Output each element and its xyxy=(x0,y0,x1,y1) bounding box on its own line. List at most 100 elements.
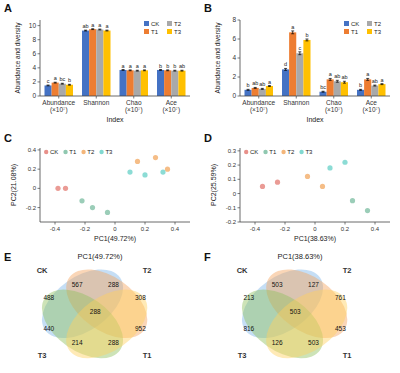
y-tick-label: 6 xyxy=(32,50,36,57)
error-bar xyxy=(343,81,346,83)
text-line: (×10⁷) xyxy=(362,106,380,114)
x-tick-label: -0.4 xyxy=(250,226,261,232)
legend-label: CK xyxy=(351,21,359,27)
legend-label: T3 xyxy=(174,29,182,35)
bar xyxy=(334,81,341,96)
text-line: Ace xyxy=(166,99,178,106)
bar xyxy=(296,53,303,96)
error-bar xyxy=(254,87,257,89)
error-bar xyxy=(61,83,64,85)
error-bar-stem xyxy=(55,82,56,84)
error-bar-stem xyxy=(306,39,307,41)
legend-swatch xyxy=(144,21,149,26)
x-axis-line xyxy=(240,96,390,97)
error-bar-cap xyxy=(359,89,362,90)
error-bar-cap xyxy=(159,70,162,71)
venn-count: 453 xyxy=(335,325,346,332)
error-bar xyxy=(129,69,132,71)
venn-count: 816 xyxy=(243,325,254,332)
y-tick-label: 0.2 xyxy=(28,166,37,172)
bar xyxy=(127,70,134,96)
legend-marker xyxy=(44,150,48,154)
bar xyxy=(266,86,273,96)
significance-label: d xyxy=(284,61,287,67)
error-bar-stem xyxy=(367,78,368,80)
x-axis-label: Index xyxy=(306,116,324,123)
panel: D-0.2-0.100.10.20.3-0.4-0.200.20.4PC1(38… xyxy=(204,132,390,243)
error-bar-cap xyxy=(166,69,169,70)
legend-item: CK xyxy=(44,149,58,155)
error-bar-stem xyxy=(330,78,331,80)
error-bar xyxy=(247,89,250,91)
error-bar-cap xyxy=(268,86,271,87)
error-bar-cap xyxy=(366,80,369,81)
error-bar-stem xyxy=(255,87,256,89)
error-bar-cap xyxy=(329,80,332,81)
legend-swatch xyxy=(167,21,172,26)
scatter-point xyxy=(260,184,265,189)
error-bar-stem xyxy=(69,84,70,86)
error-bar-cap xyxy=(366,78,369,79)
venn-count: 126 xyxy=(272,339,283,346)
error-bar-cap xyxy=(291,30,294,31)
venn-count: 308 xyxy=(135,294,146,301)
significance-label: a xyxy=(366,71,370,77)
y-axis-label: Abundance and diversity xyxy=(14,22,22,94)
error-bar xyxy=(166,69,169,71)
error-bar-stem xyxy=(106,30,107,32)
y-tick-label: 8 xyxy=(232,16,236,23)
legend: CKT1T2T3 xyxy=(344,21,382,35)
error-bar-stem xyxy=(285,68,286,70)
error-bar xyxy=(136,70,139,72)
bar xyxy=(120,70,127,96)
significance-label: a xyxy=(91,22,95,28)
venn-count: 503 xyxy=(272,281,283,288)
bar xyxy=(252,88,259,96)
points xyxy=(260,160,370,214)
scatter-point xyxy=(350,198,355,203)
error-bar-stem xyxy=(323,91,324,93)
bar xyxy=(327,79,334,96)
bar xyxy=(364,79,371,96)
bar xyxy=(96,30,103,97)
venn-count: 503 xyxy=(308,339,319,346)
bar xyxy=(371,86,378,96)
significance-label: a xyxy=(98,22,102,28)
venn-count: 288 xyxy=(108,339,119,346)
error-bar xyxy=(47,85,50,87)
error-bar-cap xyxy=(129,70,132,71)
legend-marker xyxy=(281,150,285,154)
legend-marker xyxy=(99,150,103,154)
error-bar-stem xyxy=(360,89,361,91)
y-tick-label: 0 xyxy=(32,92,36,99)
error-bar-cap xyxy=(84,30,87,31)
venn-set-label: T2 xyxy=(343,266,352,275)
scatter-point xyxy=(165,167,170,172)
y-tick-label: 0.1 xyxy=(228,176,237,182)
x-tick-label: 0.4 xyxy=(371,226,380,232)
error-bar-cap xyxy=(68,84,71,85)
significance-label: b xyxy=(247,82,250,88)
error-bar xyxy=(366,78,369,80)
x-tick-label: -0.2 xyxy=(280,226,291,232)
panel-title: E xyxy=(4,251,11,263)
y-axis-line xyxy=(240,148,241,222)
legend-swatch xyxy=(144,29,149,34)
error-bar-cap xyxy=(380,83,383,84)
significance-label: a xyxy=(380,77,384,83)
scatter-point xyxy=(275,180,280,185)
error-bar xyxy=(143,69,146,71)
error-bar xyxy=(298,52,301,55)
error-bar-cap xyxy=(173,71,176,72)
y-axis-label: PC2(21.08%) xyxy=(10,164,18,206)
bar xyxy=(157,70,164,96)
error-bar-stem xyxy=(292,31,293,34)
significance-label: b xyxy=(159,63,162,69)
venn-set-label: T1 xyxy=(343,351,352,360)
bar xyxy=(282,69,289,96)
significance-label: a xyxy=(136,63,140,69)
error-bar-cap xyxy=(247,89,250,90)
venn-count: 288 xyxy=(108,281,119,288)
significance-label: ab xyxy=(252,80,258,86)
error-bar-stem xyxy=(48,85,49,87)
